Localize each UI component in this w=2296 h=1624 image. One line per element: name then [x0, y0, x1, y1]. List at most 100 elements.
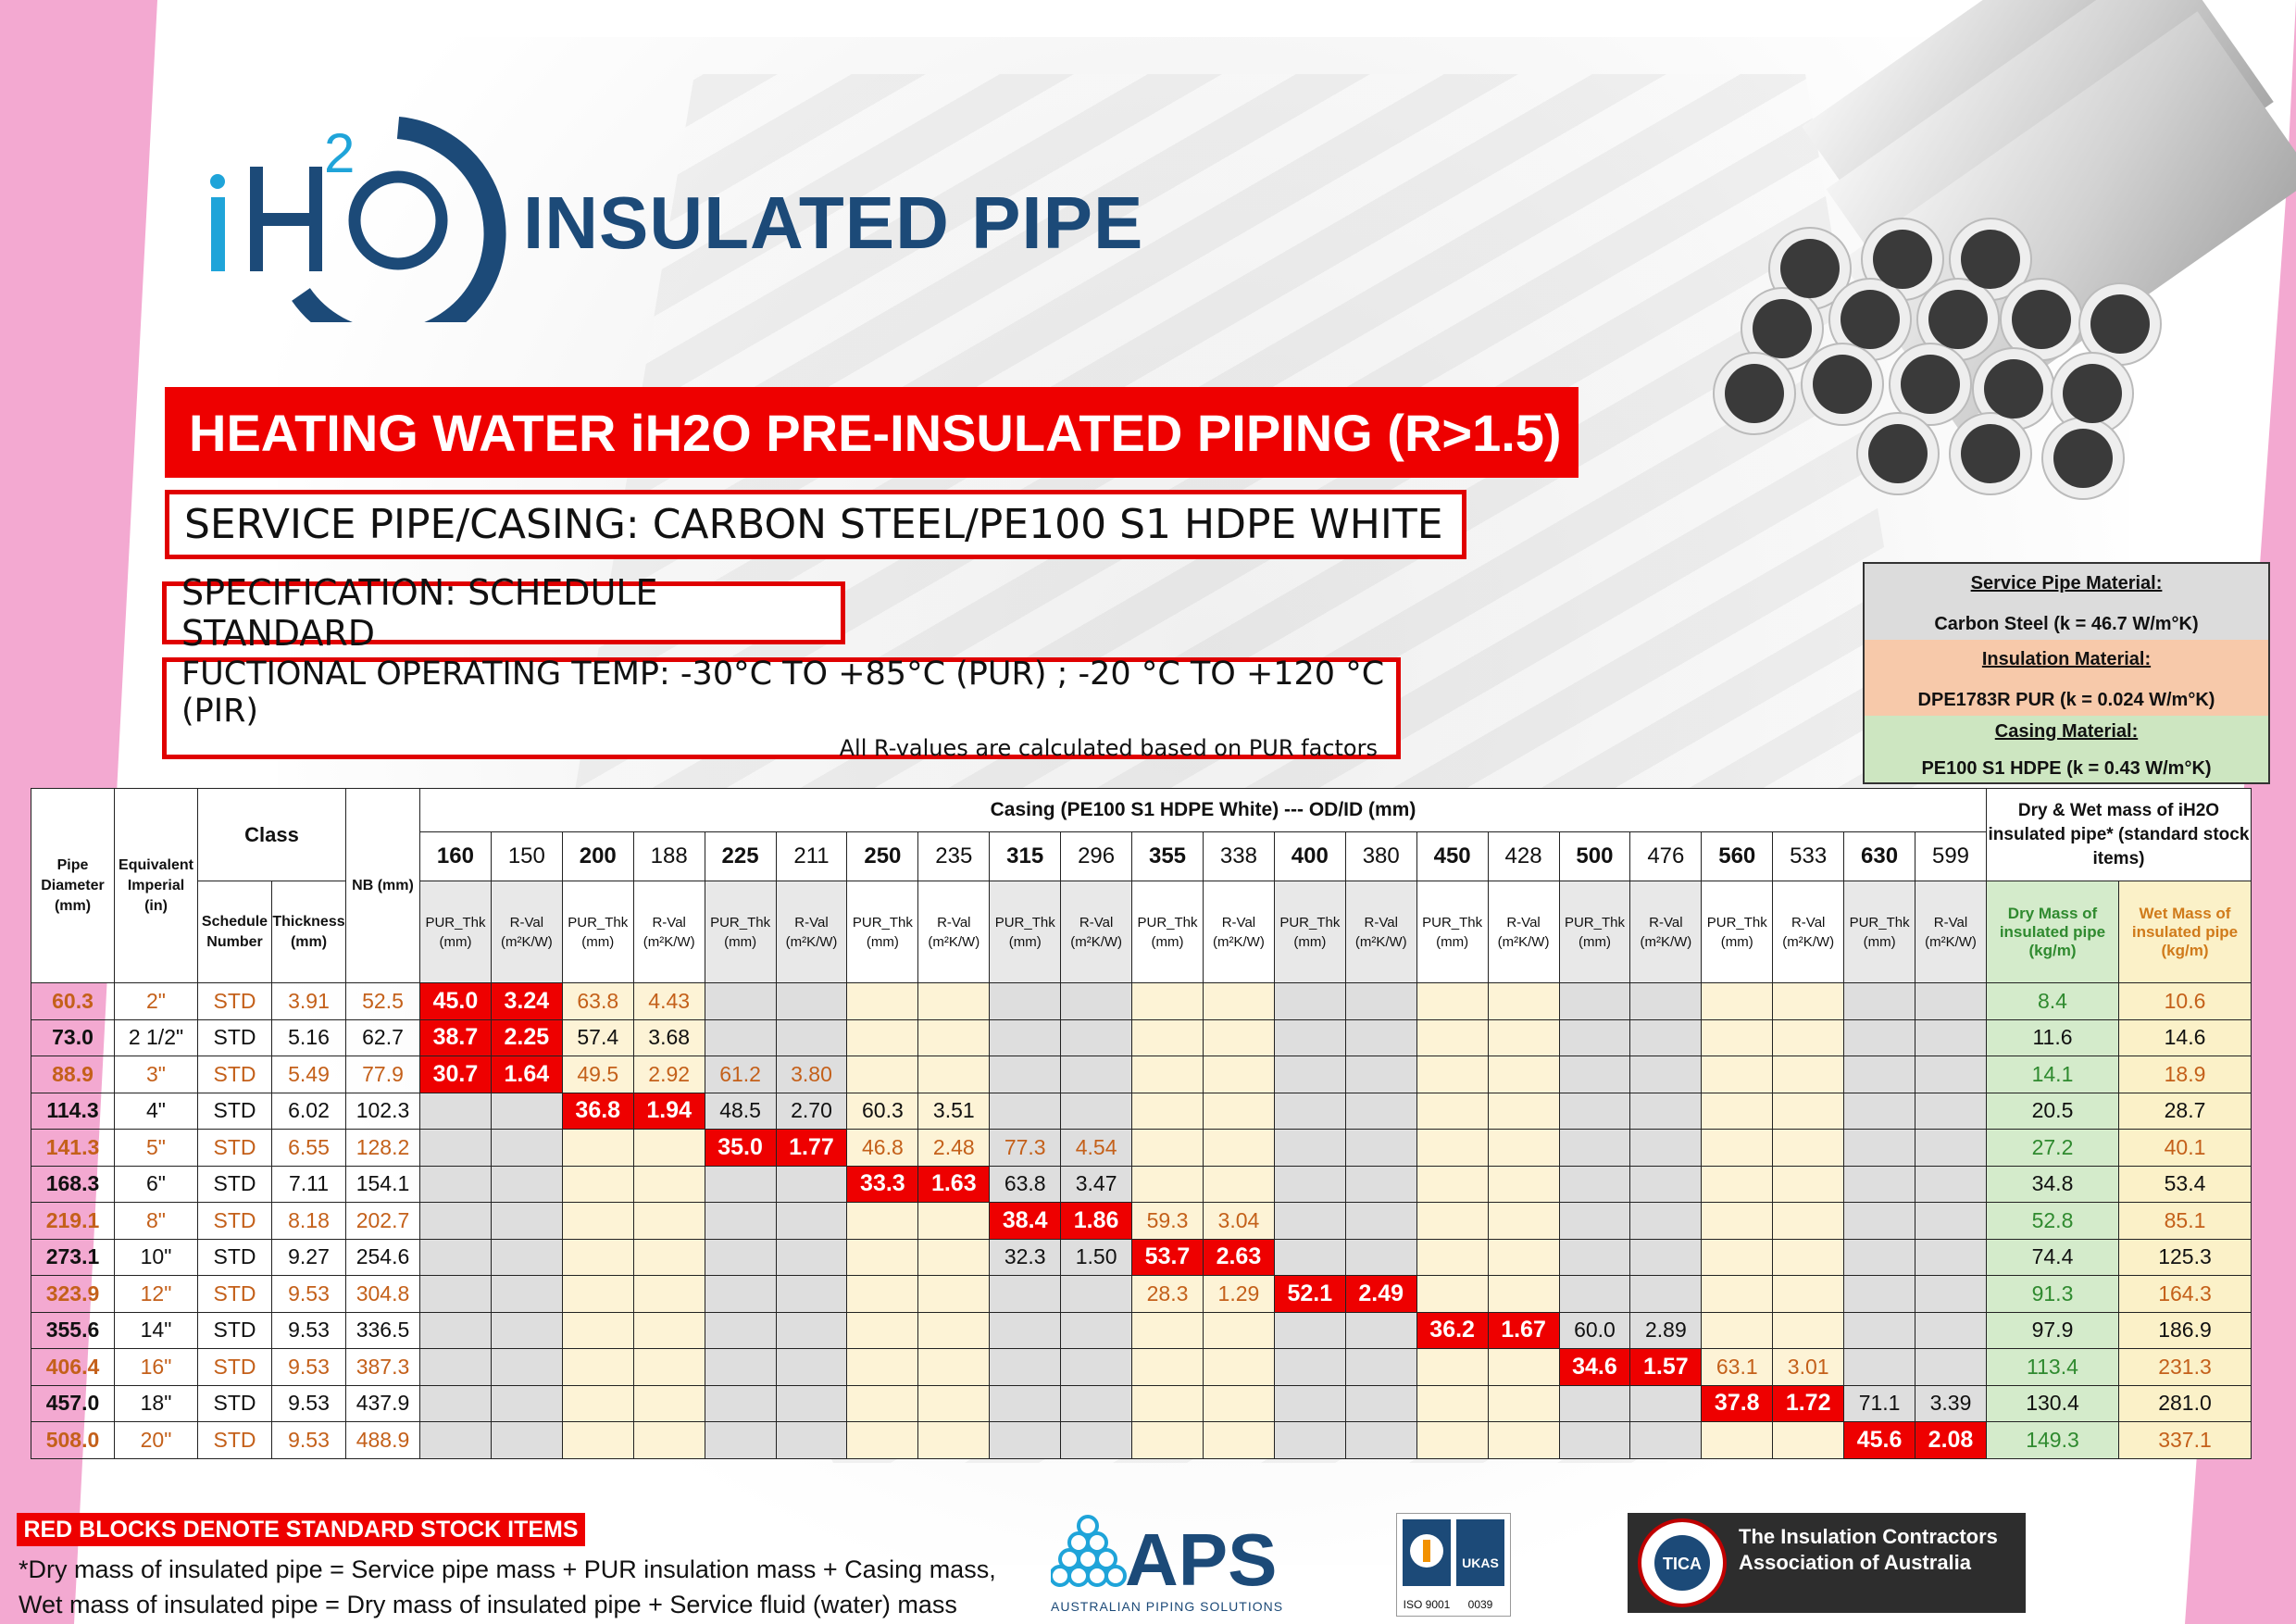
empty-cell	[490, 1421, 563, 1459]
ih2o-logo: 2	[210, 117, 506, 322]
empty-cell	[1558, 1129, 1631, 1167]
stock-value-cell: 1.64	[490, 1056, 563, 1093]
empty-cell	[846, 1421, 919, 1459]
imperial-cell: 2 1/2"	[114, 1018, 198, 1056]
value-cell: 1.29	[1202, 1275, 1275, 1313]
table-row: 168.3 6" STD 7.11 154.1 33.3 1.63 63.8 3.47 34.8 5…	[31, 1165, 2252, 1203]
empty-cell	[1487, 982, 1560, 1020]
thickness-cell: 9.53	[271, 1311, 346, 1349]
wet-mass-cell: 164.3	[2117, 1275, 2252, 1313]
empty-cell	[1273, 1092, 1346, 1130]
empty-cell	[490, 1275, 563, 1313]
header-dry-mass: Dry Mass of insulated pipe (kg/m)	[1985, 881, 2119, 983]
header-pur-thk: PUR_Thk (mm)	[1416, 881, 1489, 983]
header-casing-od: 355	[1131, 831, 1204, 881]
dry-mass-cell: 130.4	[1985, 1384, 2119, 1422]
empty-cell	[1344, 1421, 1417, 1459]
dry-mass-cell: 34.8	[1985, 1165, 2119, 1203]
empty-cell	[1273, 1311, 1346, 1349]
tica-badge-text: TICA	[1663, 1555, 1702, 1573]
thickness-cell: 9.53	[271, 1348, 346, 1386]
empty-cell	[1772, 982, 1845, 1020]
nb-cell: 254.6	[345, 1238, 420, 1276]
empty-cell	[1273, 982, 1346, 1020]
empty-cell	[1915, 1165, 1987, 1203]
imperial-cell: 4"	[114, 1092, 198, 1130]
stock-value-cell: 1.67	[1487, 1311, 1560, 1349]
empty-cell	[1629, 1165, 1703, 1203]
pipe-diameter-cell: 60.3	[31, 982, 115, 1020]
header-casing-id: 211	[775, 831, 848, 881]
empty-cell	[1843, 1092, 1916, 1130]
header-casing-id: 533	[1772, 831, 1845, 881]
value-cell: 3.39	[1915, 1384, 1987, 1422]
empty-cell	[775, 1018, 848, 1056]
table-row: 219.1 8" STD 8.18 202.7 38.4 1.86 59.3 3.04 52.8 8…	[31, 1202, 2252, 1240]
empty-cell	[1629, 1421, 1703, 1459]
empty-cell	[1558, 1018, 1631, 1056]
empty-cell	[846, 1348, 919, 1386]
empty-cell	[1629, 1275, 1703, 1313]
empty-cell	[775, 1421, 848, 1459]
empty-cell	[704, 1384, 777, 1422]
header-r-val: R-Val (m²K/W)	[1202, 881, 1275, 983]
empty-cell	[490, 1384, 563, 1422]
empty-cell	[846, 1311, 919, 1349]
header-pur-thk: PUR_Thk (mm)	[846, 881, 919, 983]
empty-cell	[561, 1384, 634, 1422]
empty-cell	[775, 1238, 848, 1276]
dry-mass-cell: 52.8	[1985, 1202, 2119, 1240]
stock-value-cell: 35.0	[704, 1129, 777, 1167]
empty-cell	[1202, 1348, 1275, 1386]
specification-box: SPECIFICATION: SCHEDULE STANDARD	[162, 572, 845, 654]
header-r-val: R-Val (m²K/W)	[632, 881, 705, 983]
empty-cell	[1629, 1092, 1703, 1130]
empty-cell	[1131, 982, 1204, 1020]
empty-cell	[419, 1275, 492, 1313]
empty-cell	[1772, 1421, 1845, 1459]
temperature-box: FUCTIONAL OPERATING TEMP: -30°C TO +85°C…	[162, 656, 1401, 761]
empty-cell	[1344, 1129, 1417, 1167]
header-casing-od: 200	[561, 831, 634, 881]
empty-cell	[775, 982, 848, 1020]
empty-cell	[704, 1238, 777, 1276]
stock-value-cell: 45.6	[1843, 1421, 1916, 1459]
empty-cell	[1416, 1202, 1489, 1240]
header-pur-thk: PUR_Thk (mm)	[561, 881, 634, 983]
empty-cell	[1701, 1092, 1774, 1130]
empty-cell	[1416, 1165, 1489, 1203]
empty-cell	[1131, 1092, 1204, 1130]
empty-cell	[1060, 1311, 1133, 1349]
empty-cell	[1558, 1384, 1631, 1422]
header-r-val: R-Val (m²K/W)	[1060, 881, 1133, 983]
stock-value-cell: 1.94	[632, 1092, 705, 1130]
nb-cell: 154.1	[345, 1165, 420, 1203]
wet-mass-cell: 231.3	[2117, 1348, 2252, 1386]
header-casing-od: 630	[1843, 831, 1916, 881]
empty-cell	[1558, 1238, 1631, 1276]
empty-cell	[1701, 1238, 1774, 1276]
wet-mass-cell: 337.1	[2117, 1421, 2252, 1459]
schedule-cell: STD	[197, 1275, 272, 1313]
insulation-material-value: DPE1783R PUR (k = 0.024 W/m°K)	[1917, 690, 2215, 710]
empty-cell	[1487, 1275, 1560, 1313]
header-pur-thk: PUR_Thk (mm)	[419, 881, 492, 983]
empty-cell	[1915, 1311, 1987, 1349]
schedule-cell: STD	[197, 1165, 272, 1203]
empty-cell	[1772, 1056, 1845, 1093]
empty-cell	[1060, 1348, 1133, 1386]
empty-cell	[1344, 1311, 1417, 1349]
empty-cell	[704, 982, 777, 1020]
stock-value-cell: 53.7	[1131, 1238, 1204, 1276]
header-casing-id: 476	[1629, 831, 1703, 881]
empty-cell	[561, 1238, 634, 1276]
header-r-val: R-Val (m²K/W)	[1915, 881, 1987, 983]
header-casing-od: 315	[989, 831, 1062, 881]
empty-cell	[561, 1421, 634, 1459]
empty-cell	[1772, 1129, 1845, 1167]
header-thickness: Thickness (mm)	[271, 881, 346, 983]
table-row: 355.6 14" STD 9.53 336.5 36.2 1.67 60.0 2.89 97.9…	[31, 1311, 2252, 1349]
schedule-cell: STD	[197, 982, 272, 1020]
empty-cell	[1772, 1092, 1845, 1130]
empty-cell	[1416, 1275, 1489, 1313]
